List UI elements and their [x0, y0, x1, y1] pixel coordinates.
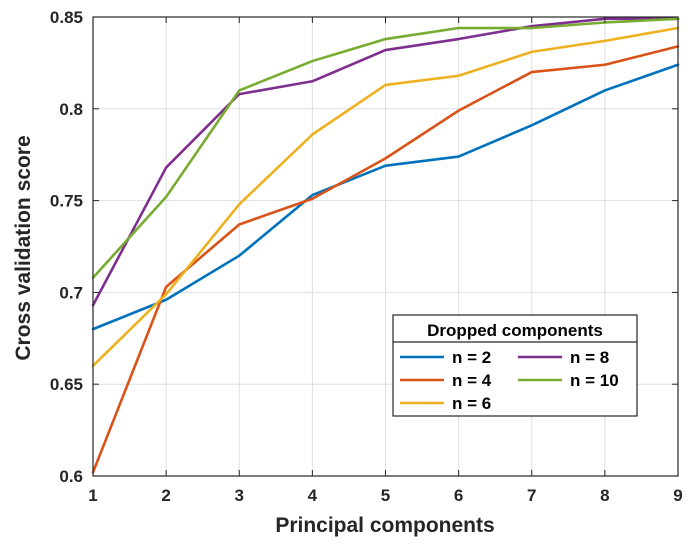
legend: Dropped components n = 2n = 4n = 6n = 8n… — [392, 314, 638, 417]
y-tick-label: 0.8 — [59, 100, 83, 119]
grid-lines — [92, 16, 679, 477]
x-tick-label: 4 — [308, 486, 318, 505]
y-tick-label: 0.65 — [50, 375, 83, 394]
x-tick-label: 1 — [88, 486, 97, 505]
x-tick-label: 8 — [600, 486, 609, 505]
x-tick-label: 6 — [454, 486, 463, 505]
x-tick-label: 3 — [235, 486, 244, 505]
x-axis-label: Principal components — [275, 514, 494, 537]
legend-label: n = 10 — [570, 371, 619, 390]
series-line-n-10 — [91, 17, 680, 280]
y-axis-label: Cross validation score — [12, 135, 35, 360]
legend-label: n = 8 — [570, 348, 609, 367]
y-tick-label: 0.7 — [59, 283, 83, 302]
legend-title: Dropped components — [427, 321, 603, 340]
series-lines — [91, 17, 680, 474]
x-tick-label: 7 — [527, 486, 536, 505]
series-line-n-2 — [91, 63, 680, 331]
plot-area-frame — [92, 16, 679, 477]
y-tick-labels: 0.6 0.65 0.7 0.75 0.8 0.85 — [50, 8, 83, 486]
series-line-n-6 — [91, 26, 680, 368]
x-tick-label: 2 — [161, 486, 170, 505]
axes — [92, 16, 679, 477]
legend-items: n = 2 n = 4 n = 6 n = 8 n = 10 — [400, 348, 619, 413]
legend-box — [392, 314, 638, 417]
x-tick-labels: 1 2 3 4 5 6 7 8 9 — [88, 486, 682, 505]
y-tick-label: 0.6 — [59, 467, 83, 486]
series-line-n-8 — [91, 17, 680, 307]
y-tick-label: 0.75 — [50, 192, 83, 211]
x-tick-label: 9 — [673, 486, 682, 505]
legend-label: n = 4 — [452, 371, 492, 390]
y-tick-label: 0.85 — [50, 8, 83, 27]
x-tick-label: 5 — [381, 486, 390, 505]
legend-label: n = 2 — [452, 348, 491, 367]
legend-label: n = 6 — [452, 394, 491, 413]
